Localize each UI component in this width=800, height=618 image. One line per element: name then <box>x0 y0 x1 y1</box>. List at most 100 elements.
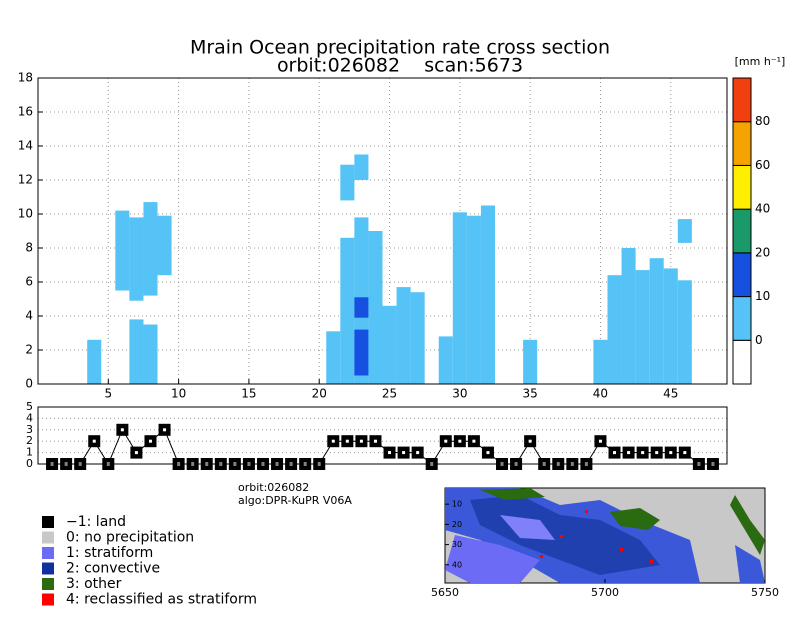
x-tick-label: 30 <box>452 387 467 401</box>
x-tick-label: 5650 <box>431 586 459 599</box>
colorbar-swatch <box>732 296 752 341</box>
legend-label: 1: stratiform <box>66 545 153 561</box>
y-tick-label: 10 <box>452 500 462 509</box>
flag-marker-dot <box>402 451 406 455</box>
y-tick-label: 4 <box>26 411 33 424</box>
legend-swatch <box>42 516 54 528</box>
flag-marker-dot <box>373 439 377 443</box>
colorbar-swatch <box>732 164 752 210</box>
precip-column <box>607 275 622 384</box>
y-tick-label: 2 <box>25 343 33 357</box>
colorbar-tick-label: 10 <box>755 289 770 303</box>
colorbar-swatch <box>732 339 752 385</box>
precip-column <box>480 205 495 384</box>
flag-marker-dot <box>683 451 687 455</box>
map-image <box>444 487 766 584</box>
precip-column <box>438 336 453 384</box>
legend-label: 3: other <box>66 576 122 592</box>
precip-column <box>157 215 172 276</box>
colorbar-label: [mm h⁻¹] <box>735 55 786 68</box>
y-tick-label: 8 <box>25 241 33 255</box>
precip-column <box>354 297 369 318</box>
flag-marker-dot <box>669 451 673 455</box>
flag-marker-dot <box>416 451 420 455</box>
precip-column <box>326 331 341 384</box>
precip-column <box>129 319 144 384</box>
flag-marker-dot <box>613 451 617 455</box>
y-tick-label: 12 <box>18 173 33 187</box>
x-tick-label: 5 <box>104 387 112 401</box>
precip-column <box>663 268 678 384</box>
x-tick-label: 5700 <box>591 586 619 599</box>
precip-column <box>523 339 538 384</box>
x-tick-label: 35 <box>523 387 538 401</box>
legend-label: −1: land <box>66 514 126 530</box>
legend-swatch <box>42 578 54 590</box>
colorbar-swatch <box>732 121 752 166</box>
precip-column <box>382 305 397 384</box>
flag-marker-dot <box>444 439 448 443</box>
colorbar-swatch <box>732 208 752 254</box>
y-tick-label: 30 <box>452 540 462 549</box>
precip-column <box>635 270 650 384</box>
flag-marker-dot <box>655 451 659 455</box>
y-tick-label: 16 <box>18 105 33 119</box>
flag-marker-dot <box>345 439 349 443</box>
x-tick-label: 40 <box>593 387 608 401</box>
chart-subtitle: orbit:026082 scan:5673 <box>277 55 523 77</box>
precip-column <box>677 280 692 384</box>
y-tick-label: 2 <box>26 434 33 447</box>
info-line: algo:DPR-KuPR V06A <box>238 494 352 507</box>
plot-frame <box>37 77 728 385</box>
precip-column <box>621 248 636 384</box>
precip-column <box>466 215 481 384</box>
flag-marker-dot <box>641 451 645 455</box>
flag-marker-dot <box>331 439 335 443</box>
flag-marker-dot <box>458 439 462 443</box>
precip-column <box>396 287 411 384</box>
plot-frame <box>37 406 728 465</box>
legend-label: 2: convective <box>66 561 160 577</box>
colorbar-tick-label: 20 <box>755 245 770 259</box>
x-tick-label: 10 <box>171 387 186 401</box>
flag-marker-dot <box>163 428 167 432</box>
precip-column <box>593 339 608 384</box>
precip-column <box>340 237 355 384</box>
legend-swatch <box>42 593 54 606</box>
precip-column <box>354 154 369 180</box>
precip-column <box>143 324 158 384</box>
colorbar-swatch <box>732 77 752 123</box>
x-tick-label: 25 <box>382 387 397 401</box>
y-tick-label: 4 <box>25 309 33 323</box>
y-tick-label: 10 <box>18 207 33 221</box>
flag-marker-dot <box>359 439 363 443</box>
y-tick-label: 0 <box>25 377 33 391</box>
colorbar-tick-label: 0 <box>755 333 763 347</box>
flag-marker-dot <box>148 439 152 443</box>
flag-marker-dot <box>486 451 490 455</box>
x-tick-label: 45 <box>663 387 678 401</box>
precip-column <box>410 292 425 384</box>
legend-label: 4: reclassified as stratiform <box>66 592 257 608</box>
x-tick-label: 20 <box>312 387 327 401</box>
colorbar-tick-label: 80 <box>755 114 770 128</box>
precip-column <box>129 217 144 301</box>
y-tick-label: 20 <box>452 520 462 529</box>
colorbar-tick-label: 40 <box>755 202 770 216</box>
colorbar-swatch <box>732 252 752 298</box>
y-tick-label: 14 <box>18 139 33 153</box>
y-tick-label: 3 <box>26 423 33 436</box>
flag-marker-dot <box>120 428 124 432</box>
y-tick-label: 5 <box>26 400 33 413</box>
colorbar-tick-label: 60 <box>755 158 770 172</box>
y-tick-label: 18 <box>18 71 33 85</box>
y-tick-label: 0 <box>26 457 33 470</box>
flag-marker-dot <box>598 439 602 443</box>
flag-marker-dot <box>134 451 138 455</box>
x-tick-label: 15 <box>241 387 256 401</box>
flag-marker-dot <box>528 439 532 443</box>
precip-column <box>115 210 130 291</box>
x-tick-label: 5750 <box>751 586 779 599</box>
y-tick-label: 1 <box>26 446 33 459</box>
